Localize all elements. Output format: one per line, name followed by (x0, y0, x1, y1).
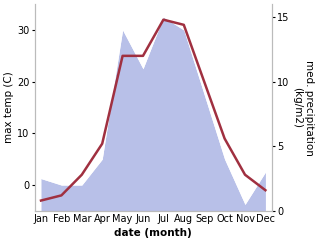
Y-axis label: med. precipitation
(kg/m2): med. precipitation (kg/m2) (292, 60, 314, 155)
Y-axis label: max temp (C): max temp (C) (4, 72, 14, 144)
X-axis label: date (month): date (month) (114, 228, 192, 238)
